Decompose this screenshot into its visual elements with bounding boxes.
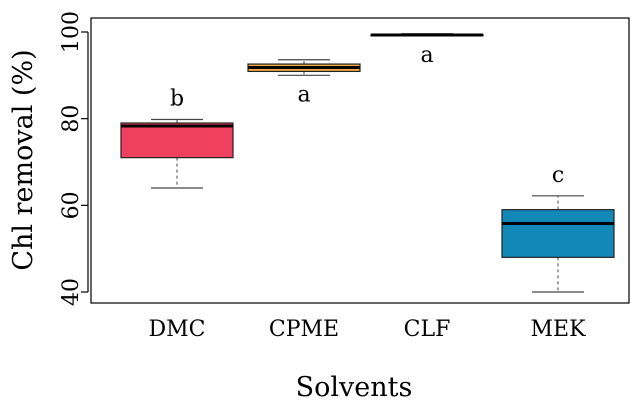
sig-label-cpme: a <box>297 82 310 107</box>
x-tick-label-clf: CLF <box>404 317 451 342</box>
boxes: b a a c <box>120 33 615 293</box>
box-body-dmc <box>120 122 234 159</box>
sig-label-clf: a <box>420 43 433 68</box>
x-tick-labels: DMC CPME CLF MEK <box>149 317 587 342</box>
x-tick-label-mek: MEK <box>530 317 586 342</box>
box-clf: a <box>370 33 484 68</box>
plot-frame <box>90 17 630 304</box>
box-dmc: b <box>120 87 234 189</box>
box-mek: c <box>501 163 615 293</box>
y-tick-label-100: 100 <box>59 11 84 53</box>
y-axis-title: Chl removal (%) <box>8 49 39 270</box>
x-tick-label-cpme: CPME <box>269 317 339 342</box>
y-tick-label-60: 60 <box>59 191 84 219</box>
sig-label-dmc: b <box>170 87 184 112</box>
box-body-mek <box>501 209 615 258</box>
y-tick-label-80: 80 <box>59 105 84 133</box>
box-cpme: a <box>247 59 361 107</box>
sig-label-mek: c <box>552 163 564 188</box>
y-tick-label-40: 40 <box>59 278 84 306</box>
y-ticks: 40 60 80 100 <box>59 11 88 306</box>
x-tick-label-dmc: DMC <box>149 317 206 342</box>
x-axis-title: Solvents <box>296 372 413 403</box>
